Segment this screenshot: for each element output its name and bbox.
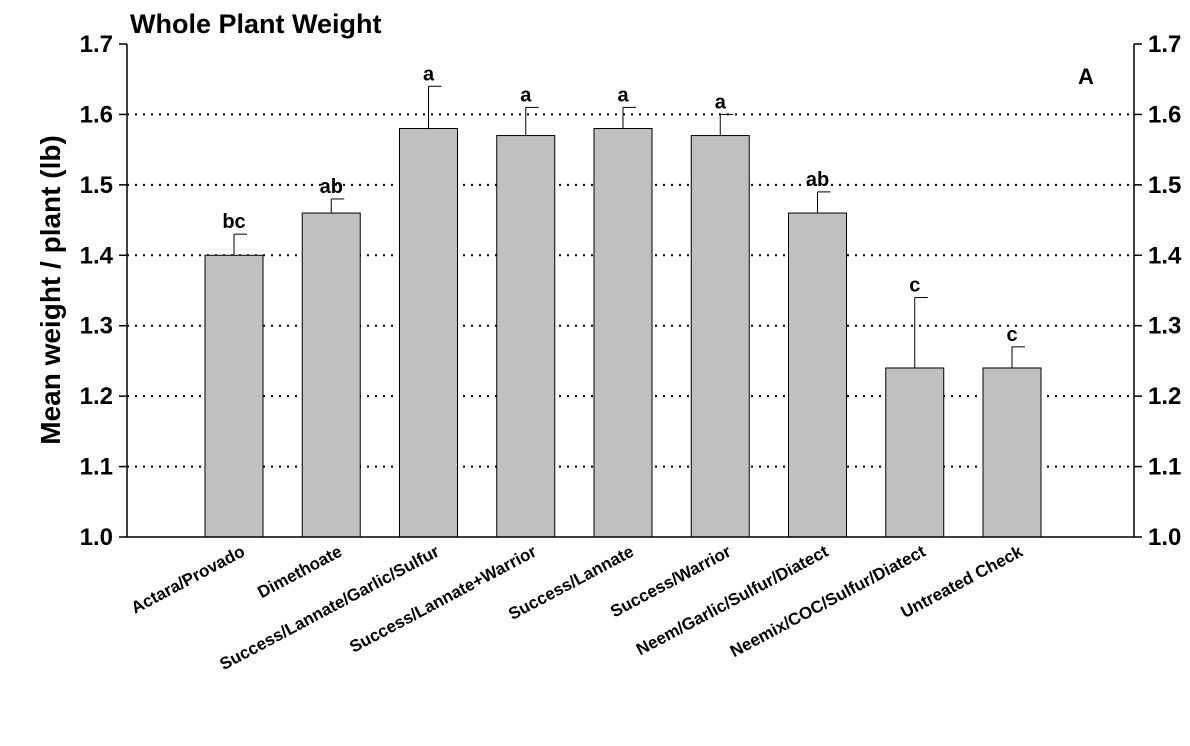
chart-title: Whole Plant Weight xyxy=(130,9,382,39)
y-tick-label-right: 1.3 xyxy=(1148,313,1181,340)
bar xyxy=(399,128,458,538)
significance-label: a xyxy=(423,63,435,85)
significance-label: a xyxy=(617,84,629,106)
panel-label: A xyxy=(1078,64,1094,89)
bar xyxy=(885,367,945,538)
y-tick-label-left: 1.5 xyxy=(80,172,113,199)
y-tick-label-left: 1.0 xyxy=(80,524,113,551)
y-tick-label-right: 1.7 xyxy=(1148,31,1181,58)
category-label: Dimethoate xyxy=(254,542,345,602)
y-tick-label-left: 1.1 xyxy=(80,454,113,481)
y-tick-label-left: 1.6 xyxy=(80,101,113,128)
y-tick-label-right: 1.0 xyxy=(1148,524,1181,551)
bar xyxy=(982,367,1042,538)
bar xyxy=(204,254,264,538)
y-tick-label-right: 1.4 xyxy=(1148,242,1182,269)
axes xyxy=(119,43,1142,538)
bar xyxy=(496,135,556,538)
significance-label: c xyxy=(909,275,920,297)
bar xyxy=(788,212,847,538)
y-axis-label: Mean weight / plant (lb) xyxy=(35,135,66,445)
category-label: Actara/Provado xyxy=(128,542,248,618)
significance-label: c xyxy=(1006,324,1017,346)
significance-label: ab xyxy=(806,169,829,191)
category-label: Success/Lannate+Warrior xyxy=(346,542,539,657)
y-tick-label-right: 1.1 xyxy=(1148,454,1181,481)
y-tick-label-left: 1.2 xyxy=(80,383,113,410)
y-tick-label-left: 1.3 xyxy=(80,313,113,340)
significance-label: ab xyxy=(320,176,343,198)
y-tick-label-left: 1.4 xyxy=(80,242,114,269)
y-tick-label-left: 1.7 xyxy=(80,31,113,58)
y-tick-label-right: 1.6 xyxy=(1148,101,1181,128)
significance-label: a xyxy=(520,84,532,106)
significance-label: bc xyxy=(222,211,245,233)
bar xyxy=(301,212,361,538)
bars xyxy=(204,85,1042,538)
y-tick-label-right: 1.5 xyxy=(1148,172,1181,199)
bar xyxy=(593,128,653,538)
significance-label: a xyxy=(715,91,727,113)
y-tick-label-right: 1.2 xyxy=(1148,383,1181,410)
bar xyxy=(690,135,750,538)
